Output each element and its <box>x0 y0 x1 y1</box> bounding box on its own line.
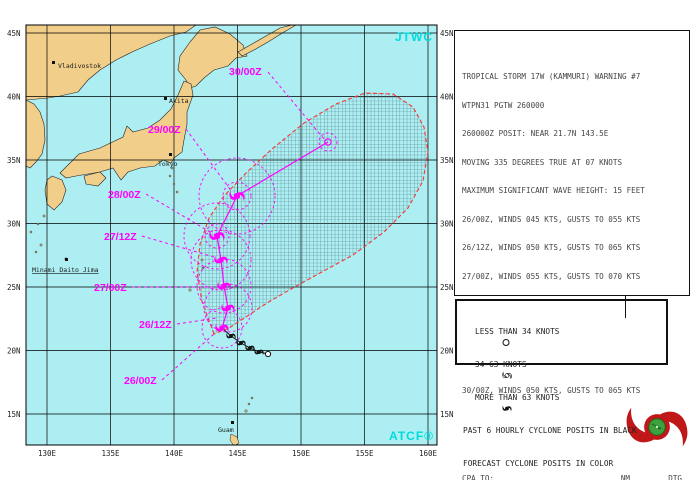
track-label-29-00z: 29/00Z <box>148 124 181 136</box>
legend-note: FORECAST CYCLONE POSITS IN COLOR <box>463 459 614 468</box>
svg-text:40N: 40N <box>440 93 454 102</box>
track-label-30-00z: 30/00Z <box>229 66 262 78</box>
lat-labels-right: 45N 40N 35N 30N 25N 20N 15N <box>440 29 454 419</box>
svg-text:25N: 25N <box>7 283 21 292</box>
warning-line: MAXIMUM SIGNIFICANT WAVE HEIGHT: 15 FEET <box>462 186 645 195</box>
city-markers <box>52 61 234 424</box>
warning-line: 26/00Z, WINDS 045 KTS, GUSTS TO 055 KTS <box>462 214 641 224</box>
svg-text:155E: 155E <box>355 449 374 458</box>
lat-labels-left: 45N 40N 35N 30N 25N 20N 15N <box>7 29 21 419</box>
legend-box: LESS THAN 34 KNOTS 34-63 KNOTS MORE THAN… <box>455 299 668 468</box>
cpa-header-row: CPA TO: NM DTG <box>462 473 682 480</box>
svg-text:135E: 135E <box>101 449 120 458</box>
atcf-watermark: ATCF® <box>389 429 434 443</box>
city-label-tokyo: Tokyo <box>158 160 178 168</box>
svg-text:145E: 145E <box>228 449 247 458</box>
past-symbols <box>226 333 272 358</box>
track-label-27-00z: 27/00Z <box>94 282 127 294</box>
city-label-akita: Akita <box>169 97 189 105</box>
legend-item: 34-63 KNOTS <box>463 359 660 379</box>
svg-text:25N: 25N <box>440 283 454 292</box>
svg-text:150E: 150E <box>292 449 311 458</box>
warning-line: 26/12Z, WINDS 050 KTS, GUSTS TO 065 KTS <box>462 243 641 252</box>
track-label-26-00z: 26/00Z <box>124 375 157 387</box>
svg-text:160E: 160E <box>419 449 438 458</box>
open-cyclone-icon <box>463 359 512 379</box>
warning-line: 30/00Z, WINDS 050 KTS, GUSTS TO 065 KTS <box>462 385 641 395</box>
warning-line: 27/00Z, WINDS 055 KTS, GUSTS TO 070 KTS <box>462 271 641 281</box>
warning-line: TROPICAL STORM 17W (KAMMURI) WARNING #7 <box>462 72 641 81</box>
uncertainty-cone <box>196 92 429 335</box>
svg-text:45N: 45N <box>440 29 454 38</box>
jtwc-logo <box>626 407 688 447</box>
svg-text:15N: 15N <box>7 410 21 419</box>
svg-text:15N: 15N <box>440 410 454 419</box>
svg-text:140E: 140E <box>165 449 184 458</box>
map-frame-border <box>25 24 438 446</box>
jtwc-watermark: JTWC <box>395 30 433 44</box>
legend-note: PAST 6 HOURLY CYCLONE POSITS IN BLACK <box>463 426 637 435</box>
label-leaders <box>132 71 325 381</box>
svg-text:45N: 45N <box>7 29 21 38</box>
svg-text:20N: 20N <box>7 347 21 356</box>
legend-item: MORE THAN 63 KNOTS <box>463 392 660 412</box>
legend-item: LESS THAN 34 KNOTS <box>463 326 660 346</box>
lon-labels: 130E 135E 140E 145E 150E 155E 160E <box>38 449 438 458</box>
svg-text:130E: 130E <box>38 449 57 458</box>
svg-text:30N: 30N <box>7 220 21 229</box>
warning-line: 260000Z POSIT: NEAR 21.7N 143.5E <box>462 129 609 138</box>
warning-line: WTPN31 PGTW 260000 <box>462 100 545 110</box>
svg-text:30N: 30N <box>440 220 454 229</box>
track-label-27-12z: 27/12Z <box>104 231 137 243</box>
land-group <box>26 25 297 211</box>
svg-text:20N: 20N <box>440 347 454 356</box>
forecast-symbols <box>209 138 332 333</box>
island-specks <box>29 166 254 445</box>
filled-cyclone-icon <box>463 392 512 412</box>
warning-line: MOVING 335 DEGREES TRUE AT 07 KNOTS <box>462 157 623 167</box>
open-circle-icon <box>463 326 510 346</box>
panel-divider-line <box>625 296 626 318</box>
legend-label: MORE THAN 63 KNOTS <box>475 393 560 402</box>
city-label-vladivostok: Vladivostok <box>58 62 101 70</box>
warning-panel: TROPICAL STORM 17W (KAMMURI) WARNING #7 … <box>454 30 690 480</box>
track-label-28-00z: 28/00Z <box>108 189 141 201</box>
legend-label: LESS THAN 34 KNOTS <box>475 327 560 336</box>
svg-text:35N: 35N <box>7 156 21 165</box>
svg-text:40N: 40N <box>7 93 21 102</box>
city-label-minami-daito: Minami Daito Jima <box>32 266 99 274</box>
city-label-guam: Guam <box>218 426 234 434</box>
track-label-26-12z: 26/12Z <box>139 319 172 331</box>
legend-label: 34-63 KNOTS <box>475 360 527 369</box>
svg-text:35N: 35N <box>440 156 454 165</box>
